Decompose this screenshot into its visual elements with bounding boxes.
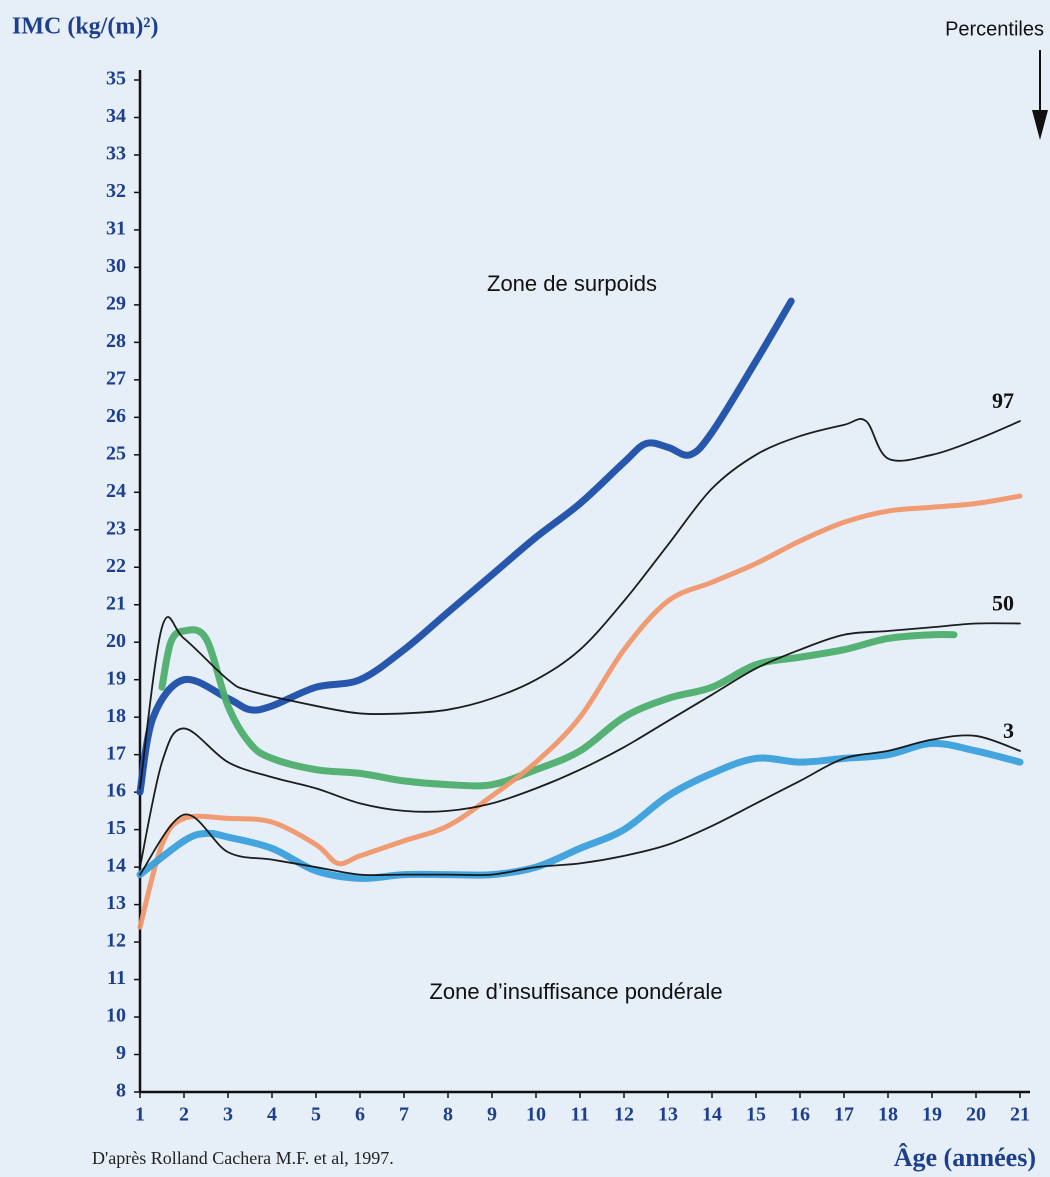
x-tick-label: 21 [1010, 1104, 1030, 1126]
y-tick-label: 31 [106, 218, 126, 240]
arrow-head [1032, 110, 1048, 140]
y-tick-label: 10 [106, 1005, 126, 1027]
x-tick-label: 11 [571, 1104, 590, 1126]
data-line [139, 622, 1021, 869]
x-tick-label: 19 [922, 1104, 942, 1126]
y-tick-label: 12 [106, 930, 126, 952]
y-tick-label: 25 [106, 442, 126, 464]
y-tick-label: 28 [106, 330, 126, 352]
series-label: 97 [992, 388, 1014, 413]
x-tick-label: 5 [311, 1104, 321, 1126]
y-tick-label: 27 [106, 367, 126, 389]
x-tick-label: 13 [658, 1104, 678, 1126]
data-line [137, 493, 1023, 930]
data-line [139, 734, 1021, 877]
x-tick-label: 9 [487, 1104, 497, 1126]
y-tick-label: 18 [106, 705, 126, 727]
y-tick-label: 30 [106, 255, 126, 277]
y-tick-label: 13 [106, 892, 126, 914]
x-tick-label: 18 [878, 1104, 898, 1126]
y-tick-label: 33 [106, 143, 126, 165]
annotation: Zone d’insuffisance pondérale [429, 979, 722, 1004]
data-line [136, 739, 1024, 882]
x-tick-label: 16 [790, 1104, 810, 1126]
data-line [158, 626, 958, 790]
y-tick-label: 29 [106, 292, 126, 314]
y-tick-label: 24 [106, 480, 126, 502]
x-tick-label: 10 [526, 1104, 546, 1126]
y-tick-label: 15 [106, 817, 126, 839]
x-tick-label: 2 [179, 1104, 189, 1126]
x-axis-label: Âge (années) [894, 1143, 1036, 1172]
x-tick-label: 15 [746, 1104, 766, 1126]
series-label: 50 [992, 591, 1014, 616]
y-tick-label: 9 [116, 1042, 126, 1064]
x-tick-label: 4 [267, 1104, 277, 1126]
x-tick-label: 6 [355, 1104, 365, 1126]
x-tick-label: 1 [135, 1104, 145, 1126]
y-tick-label: 26 [106, 405, 126, 427]
x-tick-label: 17 [834, 1104, 854, 1126]
y-tick-label: 21 [106, 592, 126, 614]
y-tick-label: 16 [106, 780, 126, 802]
annotation: Zone de surpoids [487, 271, 657, 296]
y-tick-label: 23 [106, 517, 126, 539]
series-label: 3 [1003, 718, 1014, 743]
x-tick-label: 8 [443, 1104, 453, 1126]
y-tick-label: 11 [107, 967, 126, 989]
x-tick-label: 20 [966, 1104, 986, 1126]
y-axis-label: IMC (kg/(m)²) [12, 14, 159, 40]
data-line [139, 418, 1021, 790]
percentile-label: Percentiles [945, 18, 1044, 40]
source-note: D'après Rolland Cachera M.F. et al, 1997… [92, 1148, 394, 1168]
x-tick-label: 7 [399, 1104, 409, 1126]
y-tick-label: 22 [106, 555, 126, 577]
y-tick-label: 32 [106, 180, 126, 202]
y-tick-label: 19 [106, 667, 126, 689]
y-tick-label: 14 [106, 855, 126, 877]
y-tick-label: 35 [106, 68, 126, 90]
x-tick-label: 14 [702, 1104, 722, 1126]
y-tick-label: 8 [116, 1080, 126, 1102]
y-tick-label: 20 [106, 630, 126, 652]
x-tick-label: 3 [223, 1104, 233, 1126]
y-tick-label: 34 [106, 105, 126, 127]
y-tick-label: 17 [106, 742, 126, 764]
x-tick-label: 12 [614, 1104, 634, 1126]
data-line [136, 297, 795, 796]
